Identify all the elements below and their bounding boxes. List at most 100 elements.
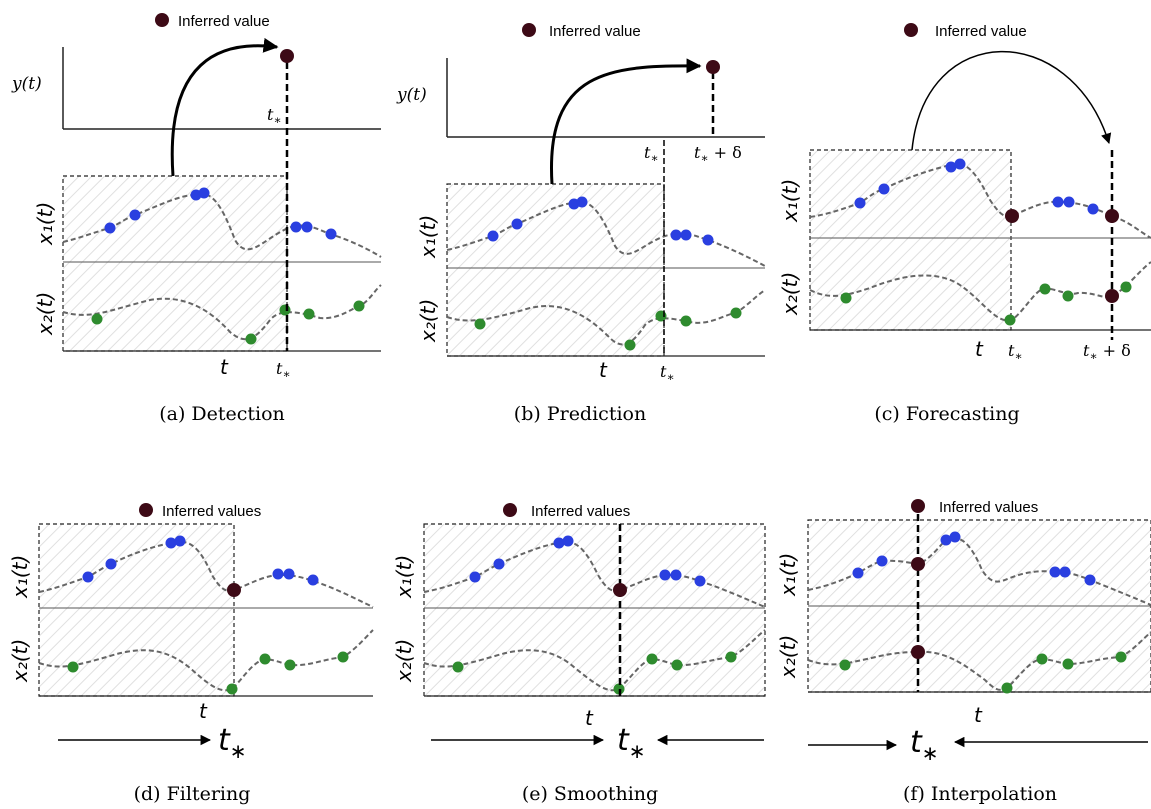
caption: (e) Smoothing: [522, 783, 658, 805]
x2-observation: [725, 651, 737, 663]
legend-label: Inferred values: [162, 503, 261, 520]
x1-label: x₁(t): [8, 555, 32, 599]
inference-arrow: [170, 37, 279, 177]
legend-dot: [503, 503, 517, 517]
x1-observation: [487, 230, 499, 242]
x2-observation: [303, 308, 315, 320]
observation-window: [446, 183, 665, 357]
tstar-label-big: t∗: [617, 723, 646, 763]
x1-observation: [553, 537, 565, 549]
x1-observation: [852, 567, 864, 579]
t-label: t: [199, 699, 208, 723]
observation-window: [38, 523, 235, 697]
x1-observation: [945, 161, 957, 173]
x2-observation: [1001, 682, 1013, 694]
x2-observation: [680, 315, 692, 327]
panel-forecasting: Inferred value x₁(t) x₂(t) t t∗ t∗ + δ (…: [778, 23, 1151, 425]
x2-observation: [1036, 653, 1048, 665]
x1-observation: [562, 535, 574, 547]
x2-observation: [1004, 314, 1016, 326]
panel-prediction: Inferred value y(t) x₁(t) x₂(t) t∗ t∗ + …: [396, 23, 766, 425]
tstar-delta-label: t∗ + δ: [1083, 341, 1131, 363]
inferred-value-dot: [613, 583, 627, 597]
x2-observation: [284, 659, 296, 671]
legend-dot: [522, 23, 536, 37]
x2-label: x₂(t): [8, 639, 32, 683]
tstar-label-big: t∗: [218, 723, 247, 763]
legend-label: Inferred value: [549, 23, 641, 40]
x1-observation: [290, 221, 302, 233]
legend-dot: [911, 499, 925, 513]
x1-observation: [1049, 566, 1061, 578]
inferred-value-dot: [706, 60, 720, 74]
tstar-label-big: t∗: [910, 725, 939, 765]
x1-observation: [469, 571, 481, 583]
x2-observation: [730, 307, 742, 319]
tstar-label-top: t∗: [644, 143, 659, 165]
x1-observation: [198, 187, 210, 199]
x1-observation: [104, 222, 116, 234]
x2-observation: [245, 333, 257, 345]
observation-window: [62, 175, 288, 352]
inferred-value-dot: [280, 49, 294, 63]
x2-label: x₂(t): [778, 272, 802, 316]
panel-filtering: Inferred values x₁(t) x₂(t) t t∗ (d) Fil…: [8, 503, 374, 805]
x2-curve: [38, 629, 374, 692]
panel-smoothing: Inferred values x₁(t) x₂(t) t t∗ (e) Smo…: [392, 503, 766, 805]
x2-observation: [671, 659, 683, 671]
inference-arrow: [911, 50, 1112, 151]
inferred-value-dot: [227, 583, 241, 597]
legend-label: Inferred value: [178, 13, 270, 30]
x2-observation: [1062, 658, 1074, 670]
x2-observation: [353, 300, 365, 312]
x2-curve: [423, 629, 766, 692]
x1-observation: [129, 209, 141, 221]
x1-observation: [702, 234, 714, 246]
legend-label: Inferred values: [939, 499, 1038, 516]
tstar-label-top: t∗: [267, 105, 282, 127]
x1-observation: [165, 537, 177, 549]
x2-observation: [624, 339, 636, 351]
x2-observation: [1120, 281, 1132, 293]
t-label: t: [585, 706, 594, 730]
legend-label: Inferred values: [531, 503, 630, 520]
x1-curve: [62, 192, 382, 258]
x2-observation: [1062, 290, 1074, 302]
tstar-label-bottom: t∗: [276, 359, 291, 381]
panel-detection: Inferred value y(t) x₁(t) x₂(t) t∗ t t∗ …: [11, 13, 382, 425]
x1-observation: [301, 221, 313, 233]
x2-label: x₂(t): [33, 292, 57, 336]
tstar-delta-label: t∗ + δ: [694, 143, 742, 165]
x1-label: x₁(t): [392, 555, 416, 599]
x1-label: x₁(t): [776, 553, 800, 597]
inferred-value-dot: [911, 645, 925, 659]
t-label: t: [974, 703, 983, 727]
x1-observation: [82, 571, 94, 583]
t-label: t: [599, 358, 608, 382]
x2-observation: [259, 653, 271, 665]
x1-observation: [670, 229, 682, 241]
inferred-value-dot: [1105, 209, 1119, 223]
x1-observation: [854, 197, 866, 209]
legend-dot: [904, 23, 918, 37]
t-label: t: [220, 355, 229, 379]
y-axis-label: y(t): [11, 74, 42, 94]
caption: (f) Interpolation: [903, 783, 1057, 805]
legend-dot: [139, 503, 153, 517]
legend-dot: [155, 13, 169, 27]
caption: (a) Detection: [159, 403, 285, 425]
x1-observation: [1084, 574, 1096, 586]
x1-observation: [283, 568, 295, 580]
x1-observation: [105, 558, 117, 570]
inferred-value-dot: [1005, 209, 1019, 223]
x1-observation: [174, 535, 186, 547]
x1-observation: [680, 229, 692, 241]
x2-observation: [646, 653, 658, 665]
legend-label: Inferred value: [935, 23, 1027, 40]
x1-observation: [954, 158, 966, 170]
x1-observation: [1052, 196, 1064, 208]
panel-interpolation: Inferred values x₁(t) x₂(t) t t∗ (f) Int…: [776, 499, 1151, 805]
x2-observation: [474, 318, 486, 330]
observation-window: [809, 149, 1012, 331]
